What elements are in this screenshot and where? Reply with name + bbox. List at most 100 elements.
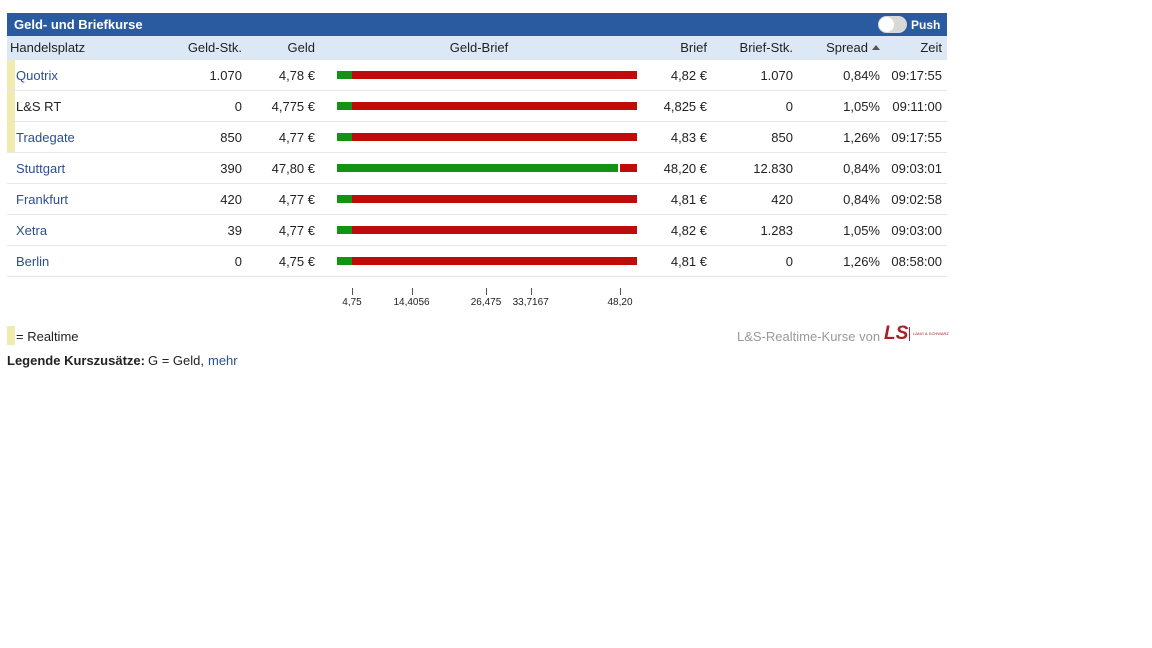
cell-spread: 0,84% (843, 192, 880, 207)
brief-bar (352, 133, 637, 141)
market-name[interactable]: Frankfurt (16, 192, 69, 207)
cell-spread: 0,84% (843, 161, 880, 176)
cell-brief: 4,83 € (670, 130, 707, 145)
cell-spread: 1,05% (843, 223, 880, 238)
cell-geld-stk: 420 (220, 192, 242, 207)
market-name[interactable]: Berlin (16, 254, 50, 269)
geld-bar (337, 102, 353, 110)
cell-brief: 4,825 € (663, 99, 707, 114)
realtime-marker (7, 91, 15, 122)
cell-brief: 4,82 € (670, 68, 707, 83)
market-name[interactable]: Quotrix (16, 68, 58, 83)
provider-logo[interactable]: LS (884, 323, 909, 344)
realtime-marker (7, 122, 15, 153)
legend-note-label: Legende Kurszusätze: (7, 353, 145, 368)
column-header[interactable]: Spread (826, 40, 868, 55)
legend-more-link[interactable]: mehr (208, 353, 238, 368)
geld-bar (337, 133, 353, 141)
column-header[interactable]: Zeit (920, 40, 942, 55)
brief-bar (352, 226, 637, 234)
scale-tick-label: 4,75 (342, 297, 362, 308)
cell-brief: 48,20 € (663, 161, 707, 176)
scale-tick (411, 288, 413, 295)
cell-zeit: 09:11:00 (892, 99, 942, 114)
brief-bar (352, 102, 637, 110)
row-divider (7, 90, 947, 91)
cell-spread: 0,84% (843, 68, 880, 83)
cell-geld: 47,80 € (271, 161, 315, 176)
scale-tick (620, 288, 621, 295)
cell-zeit: 09:03:00 (891, 223, 942, 238)
cell-brief-stk: 850 (771, 130, 793, 145)
cell-geld-stk: 0 (234, 99, 242, 114)
realtime-marker (7, 60, 15, 91)
column-header[interactable]: Brief-Stk. (739, 40, 793, 55)
column-header-row (7, 36, 947, 60)
market-name[interactable]: Stuttgart (16, 161, 66, 176)
provider-text: L&S-Realtime-Kurse von (737, 329, 881, 344)
column-header[interactable]: Brief (680, 40, 707, 55)
column-header[interactable]: Handelsplatz (10, 40, 86, 55)
brief-bar (352, 257, 637, 265)
column-header[interactable]: Geld-Brief (449, 40, 509, 55)
cell-brief-stk: 0 (785, 99, 793, 114)
market-name: L&S RT (16, 99, 62, 114)
cell-zeit: 09:02:58 (891, 192, 942, 207)
header-bar (7, 13, 947, 36)
cell-brief-stk: 12.830 (753, 161, 793, 176)
column-header[interactable]: Geld-Stk. (187, 40, 242, 55)
cell-geld-stk: 1.070 (209, 68, 242, 83)
scale-tick-label: 14,4056 (393, 297, 430, 308)
cell-geld-stk: 39 (227, 223, 242, 238)
market-name[interactable]: Xetra (16, 223, 48, 238)
cell-brief: 4,82 € (670, 223, 707, 238)
cell-geld: 4,78 € (278, 68, 315, 83)
brief-bar (620, 164, 637, 172)
column-header[interactable]: Geld (287, 40, 315, 55)
realtime-marker (7, 326, 15, 345)
cell-spread: 1,26% (843, 130, 880, 145)
logo-divider (909, 327, 910, 341)
cell-geld: 4,77 € (278, 223, 315, 238)
push-label[interactable]: Push (911, 18, 941, 32)
cell-brief-stk: 1.070 (760, 68, 793, 83)
cell-brief: 4,81 € (670, 192, 707, 207)
cell-brief-stk: 1.283 (760, 223, 793, 238)
cell-zeit: 09:17:55 (891, 130, 942, 145)
row-divider (7, 245, 947, 246)
row-divider (7, 121, 947, 122)
geld-bar (337, 164, 618, 172)
cell-zeit: 09:03:01 (891, 161, 942, 176)
market-name[interactable]: Tradegate (16, 130, 75, 145)
cell-geld: 4,75 € (278, 254, 315, 269)
legend-realtime: = Realtime (16, 329, 79, 344)
row-divider (7, 276, 947, 277)
geld-bar (337, 257, 352, 265)
cell-geld: 4,77 € (278, 130, 315, 145)
cell-spread: 1,26% (843, 254, 880, 269)
row-divider (7, 152, 947, 153)
brief-bar (352, 195, 637, 203)
cell-spread: 1,05% (843, 99, 880, 114)
cell-brief: 4,81 € (670, 254, 707, 269)
sort-arrow (872, 45, 880, 50)
row-divider (7, 214, 947, 215)
geld-bar (337, 226, 353, 234)
cell-geld: 4,775 € (271, 99, 315, 114)
provider-logo-sub: LANG & SCHWARZ (913, 331, 949, 336)
scale-tick-label: 26,475 (470, 297, 502, 308)
cell-brief-stk: 420 (771, 192, 793, 207)
scale-tick (530, 288, 532, 295)
header-title: Geld- und Briefkurse (14, 17, 143, 32)
scale-tick-label: 33,7167 (512, 297, 549, 308)
cell-geld: 4,77 € (278, 192, 315, 207)
cell-zeit: 08:58:00 (891, 254, 942, 269)
geld-bar (337, 195, 353, 203)
cell-geld-stk: 0 (234, 254, 242, 269)
push-toggle[interactable] (878, 16, 907, 33)
legend-note-text: G = Geld, (148, 353, 204, 368)
cell-brief-stk: 0 (785, 254, 793, 269)
scale-tick (486, 288, 487, 295)
cell-geld-stk: 390 (220, 161, 242, 176)
